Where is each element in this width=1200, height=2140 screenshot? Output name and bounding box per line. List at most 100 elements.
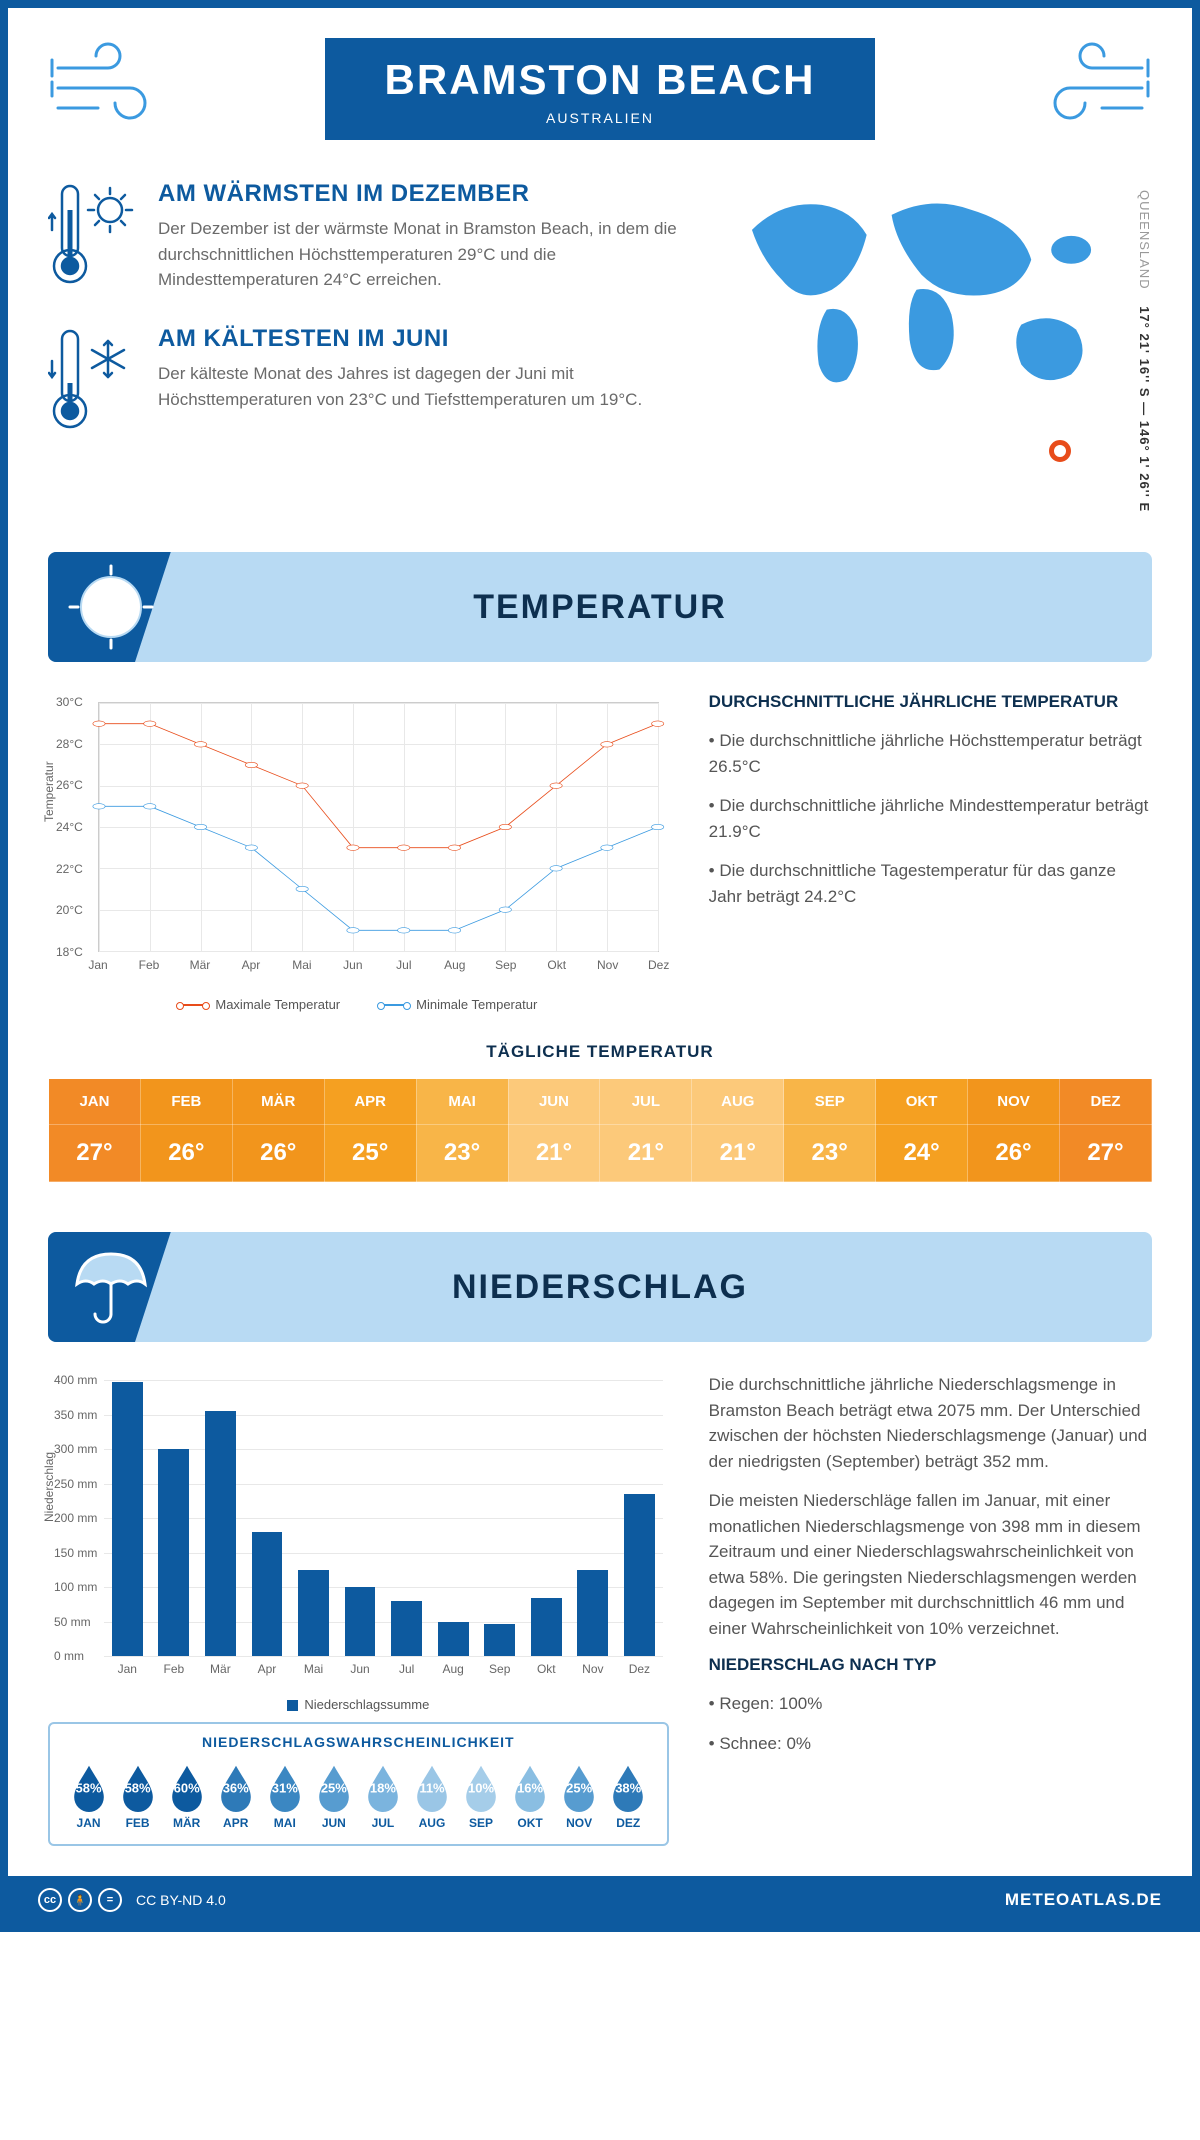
precip-bar [577, 1570, 608, 1656]
ytick: 400 mm [54, 1373, 97, 1387]
temp-ylabel: Temperatur [42, 761, 56, 822]
cc-nd-icon: = [98, 1888, 122, 1912]
region-label: QUEENSLAND [1137, 190, 1152, 290]
xtick: Mai [304, 1662, 323, 1676]
prob-drop: 25%NOV [555, 1762, 604, 1830]
daily-month: JUN [508, 1079, 600, 1125]
xtick: Jun [343, 958, 362, 972]
precip-type-bullet: • Schnee: 0% [709, 1731, 1152, 1757]
legend-item: Maximale Temperatur [179, 997, 340, 1012]
daily-month: AUG [692, 1079, 784, 1125]
cc-license: cc 🧍 = CC BY-ND 4.0 [38, 1888, 226, 1912]
temp-bullet: • Die durchschnittliche jährliche Mindes… [709, 793, 1152, 844]
prob-title: NIEDERSCHLAGSWAHRSCHEINLICHKEIT [64, 1734, 653, 1750]
temperature-chart: Temperatur 18°C20°C22°C24°C26°C28°C30°C … [48, 692, 669, 1012]
sun-icon [66, 562, 156, 652]
thermometer-snow-icon [48, 325, 138, 440]
xtick: Dez [648, 958, 669, 972]
intro-section: AM WÄRMSTEN IM DEZEMBER Der Dezember ist… [48, 180, 1152, 512]
daily-value: 26° [968, 1125, 1060, 1182]
xtick: Jan [88, 958, 107, 972]
xtick: Apr [258, 1662, 277, 1676]
latlon-label: 17° 21' 16'' S — 146° 1' 26'' E [1137, 306, 1152, 512]
precipitation-chart-col: Niederschlag 0 mm50 mm100 mm150 mm200 mm… [48, 1372, 669, 1846]
ytick: 50 mm [54, 1615, 91, 1629]
xtick: Feb [163, 1662, 184, 1676]
cc-by-icon: 🧍 [68, 1888, 92, 1912]
temperature-heading: TEMPERATUR [473, 588, 727, 627]
daily-value: 21° [508, 1125, 600, 1182]
intro-facts: AM WÄRMSTEN IM DEZEMBER Der Dezember ist… [48, 180, 692, 512]
precip-probability-panel: NIEDERSCHLAGSWAHRSCHEINLICHKEIT 58%JAN58… [48, 1722, 669, 1846]
prob-drop: 10%SEP [457, 1762, 506, 1830]
xtick: Jan [118, 1662, 137, 1676]
daily-month: MÄR [232, 1079, 324, 1125]
precipitation-heading: NIEDERSCHLAG [452, 1268, 748, 1307]
ytick: 18°C [56, 945, 83, 959]
precipitation-summary: Die durchschnittliche jährliche Niedersc… [709, 1372, 1152, 1846]
page-root: BRAMSTON BEACH AUSTRALIEN [0, 0, 1200, 1932]
daily-month: MAI [416, 1079, 508, 1125]
daily-month: OKT [876, 1079, 968, 1125]
ytick: 250 mm [54, 1477, 97, 1491]
world-map-icon [732, 180, 1131, 512]
legend-item: Minimale Temperatur [380, 997, 537, 1012]
title-banner: BRAMSTON BEACH AUSTRALIEN [325, 38, 876, 140]
precip-bar [391, 1601, 422, 1656]
precipitation-banner: NIEDERSCHLAG [48, 1232, 1152, 1342]
prob-drop: 11%AUG [407, 1762, 456, 1830]
ytick: 26°C [56, 778, 83, 792]
header: BRAMSTON BEACH AUSTRALIEN [48, 38, 1152, 140]
daily-value: 24° [876, 1125, 968, 1182]
precip-type-bullet: • Regen: 100% [709, 1691, 1152, 1717]
daily-value: 26° [140, 1125, 232, 1182]
prob-drop: 58%FEB [113, 1762, 162, 1830]
temperature-summary: DURCHSCHNITTLICHE JÄHRLICHE TEMPERATUR •… [709, 692, 1152, 1012]
daily-value: 21° [600, 1125, 692, 1182]
xtick: Mai [292, 958, 311, 972]
precip-bar [298, 1570, 329, 1656]
temperature-block: Temperatur 18°C20°C22°C24°C26°C28°C30°C … [48, 692, 1152, 1012]
precip-type-heading: NIEDERSCHLAG NACH TYP [709, 1655, 1152, 1675]
prob-drop: 60%MÄR [162, 1762, 211, 1830]
daily-temp-table: JANFEBMÄRAPRMAIJUNJULAUGSEPOKTNOVDEZ 27°… [48, 1078, 1152, 1182]
daily-month: FEB [140, 1079, 232, 1125]
xtick: Dez [629, 1662, 650, 1676]
prob-drop: 31%MAI [260, 1762, 309, 1830]
ytick: 150 mm [54, 1546, 97, 1560]
xtick: Mär [210, 1662, 231, 1676]
prob-drop: 36%APR [211, 1762, 260, 1830]
daily-value: 21° [692, 1125, 784, 1182]
daily-value: 26° [232, 1125, 324, 1182]
daily-month: DEZ [1059, 1079, 1151, 1125]
site-name: METEOATLAS.DE [1005, 1890, 1162, 1910]
fact-coldest-text: AM KÄLTESTEN IM JUNI Der kälteste Monat … [158, 325, 692, 440]
precip-bar [345, 1587, 376, 1656]
precipitation-chart: Niederschlag 0 mm50 mm100 mm150 mm200 mm… [48, 1372, 669, 1712]
ytick: 22°C [56, 862, 83, 876]
precip-bar [624, 1494, 655, 1656]
prob-drop: 25%JUN [309, 1762, 358, 1830]
prob-drop: 58%JAN [64, 1762, 113, 1830]
xtick: Jun [350, 1662, 369, 1676]
daily-value: 23° [784, 1125, 876, 1182]
xtick: Aug [444, 958, 465, 972]
daily-month: SEP [784, 1079, 876, 1125]
xtick: Okt [537, 1662, 556, 1676]
location-marker-icon [1049, 440, 1071, 462]
xtick: Jul [396, 958, 411, 972]
ytick: 28°C [56, 737, 83, 751]
xtick: Sep [489, 1662, 510, 1676]
precip-bar [252, 1532, 283, 1656]
xtick: Okt [547, 958, 566, 972]
daily-month: APR [324, 1079, 416, 1125]
wind-icon-left [48, 38, 188, 128]
ytick: 100 mm [54, 1580, 97, 1594]
temperature-banner: TEMPERATUR [48, 552, 1152, 662]
page-subtitle: AUSTRALIEN [385, 110, 816, 126]
fact-coldest-heading: AM KÄLTESTEN IM JUNI [158, 325, 692, 353]
precipitation-block: Niederschlag 0 mm50 mm100 mm150 mm200 mm… [48, 1372, 1152, 1846]
temp-bullet: • Die durchschnittliche jährliche Höchst… [709, 728, 1152, 779]
precip-bar [438, 1622, 469, 1657]
prob-drop: 18%JUL [358, 1762, 407, 1830]
